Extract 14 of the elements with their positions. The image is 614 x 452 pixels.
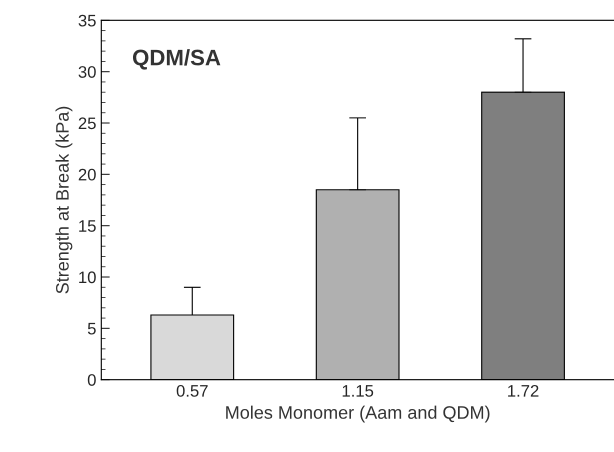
y-tick-label: 5 [88, 322, 96, 335]
text: QDM/SA [132, 49, 220, 70]
x-tick-label: 0.57 [176, 384, 208, 397]
x-tick-label: 1.72 [508, 384, 538, 397]
y-tick-label: 10 [79, 271, 96, 284]
y-axis-title: Strength at Break (kPa) [56, 106, 72, 294]
x-tick-label: 1.15 [342, 385, 374, 397]
x-axis-title: Moles Monomer (Aam and QDM) [226, 406, 490, 422]
y-tick-label: 25 [78, 117, 96, 130]
y-tick-label: 35 [78, 14, 96, 27]
y-tick-label: 15 [79, 220, 96, 232]
y-tick-label: 0 [88, 374, 96, 386]
y-tick-label: 20 [78, 168, 96, 181]
y-tick-label: 30 [78, 66, 96, 78]
